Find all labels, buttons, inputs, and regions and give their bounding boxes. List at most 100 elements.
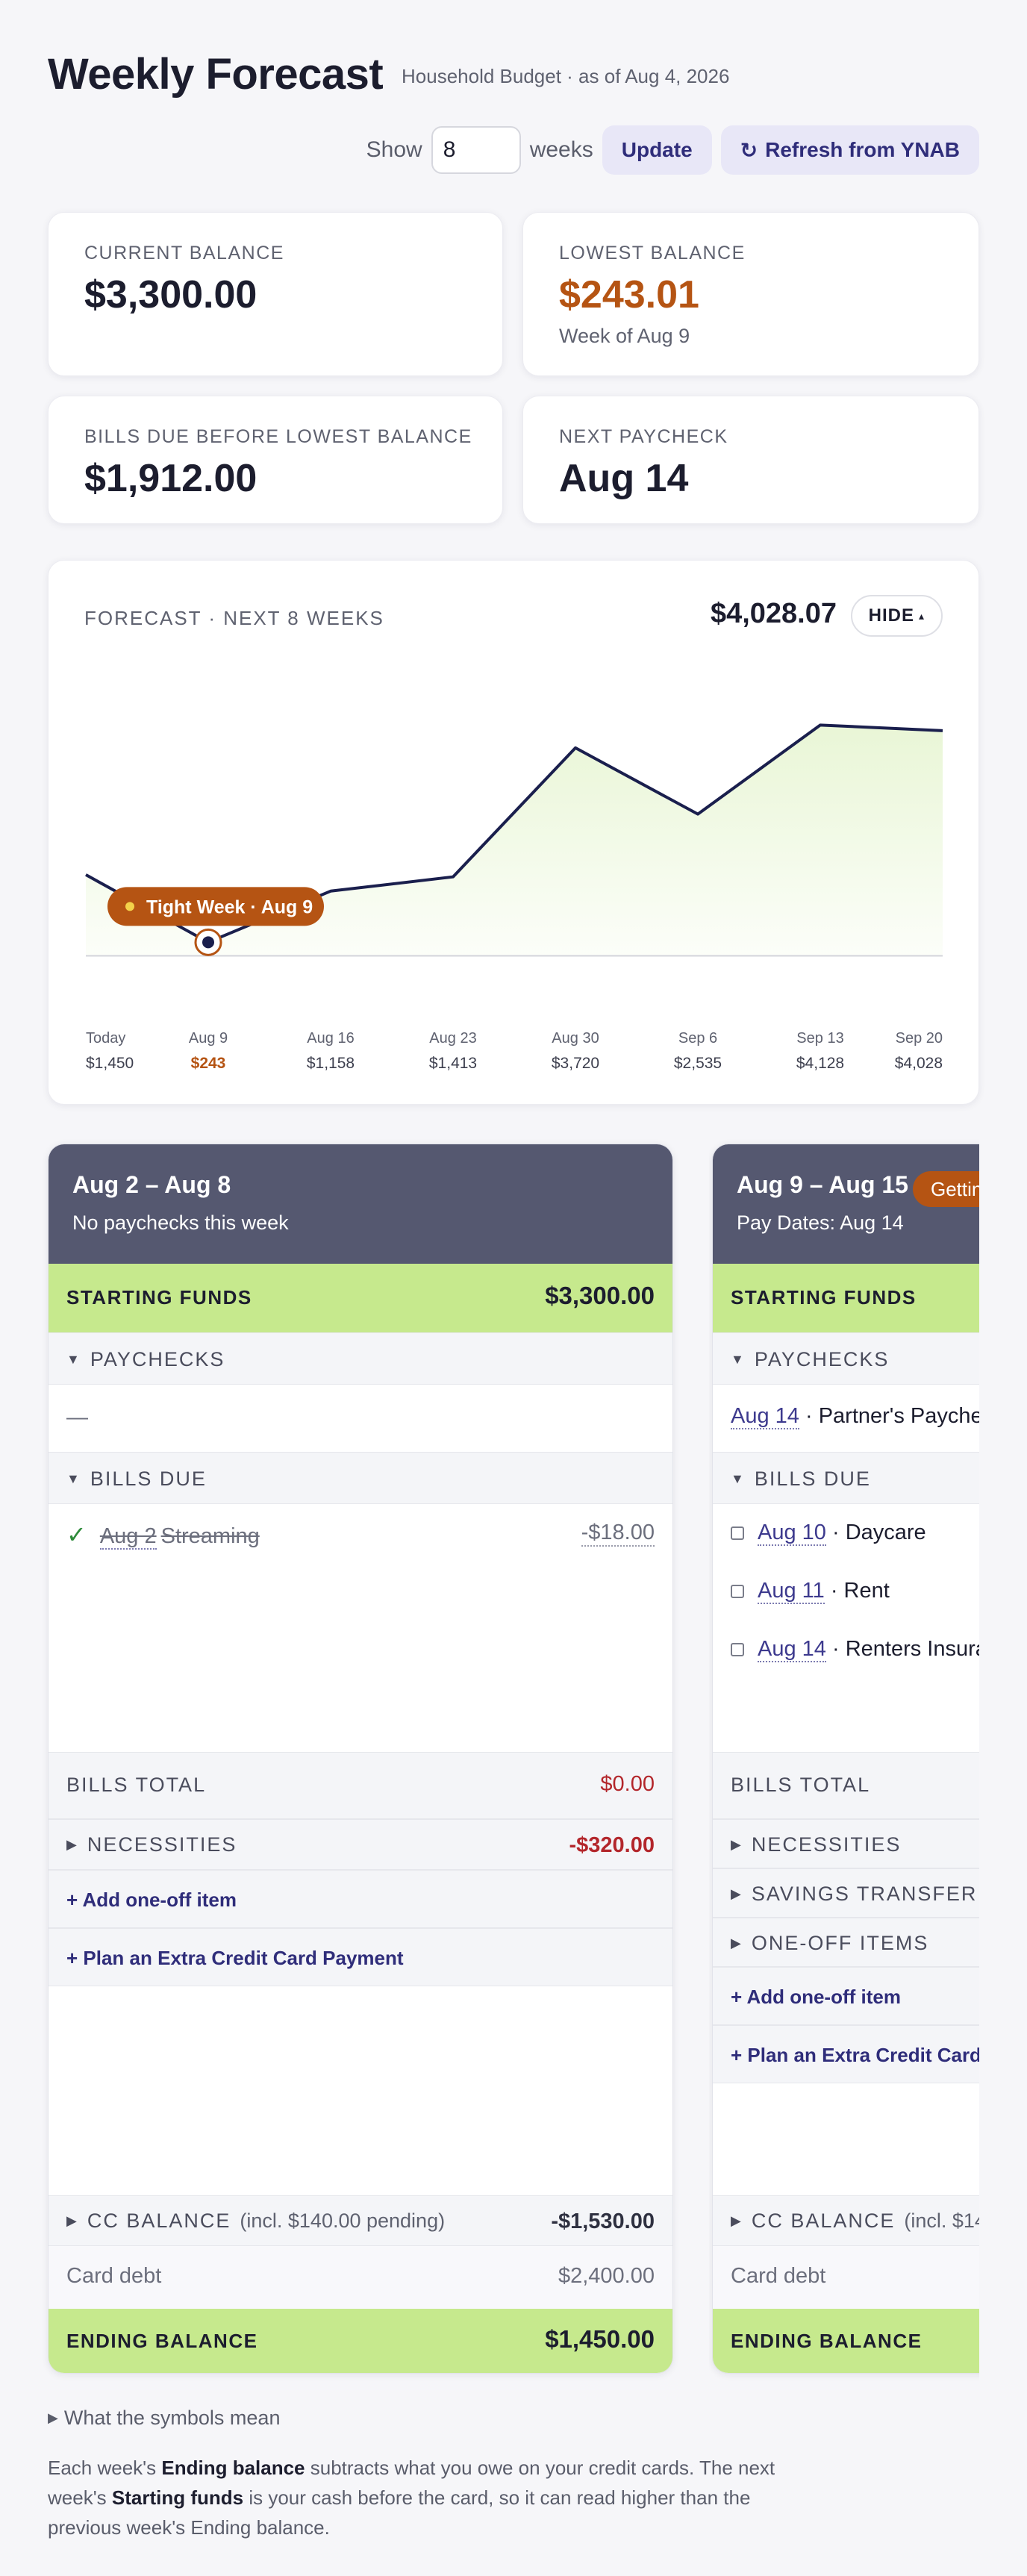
expanded-caret-icon: ▼ <box>66 1471 81 1486</box>
value-tick-label: $1,450 <box>86 1055 134 1072</box>
necessities-toggle[interactable]: ▶ NECESSITIES <box>713 1819 979 1868</box>
bills-total-row: BILLS TOTAL <box>713 1752 979 1819</box>
tight-week-label: Tight Week · Aug 9 <box>146 896 313 917</box>
value-tick-label: $1,413 <box>429 1055 477 1072</box>
necessities-value: -$320.00 <box>569 1833 655 1857</box>
footnote-text: is your cash before the card, so it can … <box>48 2486 751 2539</box>
plan-extra-payment-link[interactable]: + Plan an Extra Credit Card Payment <box>66 1947 404 1969</box>
footnote-text: Each week's <box>48 2457 162 2479</box>
card-debt-row: Card debt $2,400.00 <box>49 2246 672 2309</box>
ending-balance-label: ENDING BALANCE <box>66 2330 258 2352</box>
bill-item[interactable]: ✓ Aug 2 Streaming -$18.00 <box>49 1504 672 1564</box>
bills-total-row: BILLS TOTAL $0.00 <box>49 1752 672 1819</box>
week-header: Aug 2 – Aug 8 No paychecks this week <box>49 1144 672 1264</box>
bills-due-label: BILLS DUE <box>90 1468 207 1490</box>
cc-balance-value: -$1,530.00 <box>551 2209 655 2233</box>
bills-total-value: $0.00 <box>600 1772 655 1796</box>
collapsed-caret-icon: ▶ <box>731 1886 743 1901</box>
necessities-toggle[interactable]: ▶ NECESSITIES -$320.00 <box>49 1819 672 1870</box>
week-column-1: Aug 2 – Aug 8 No paychecks this week STA… <box>48 1144 673 2374</box>
bills-section-toggle[interactable]: ▼ BILLS DUE <box>713 1452 979 1504</box>
paychecks-section-toggle[interactable]: ▼ PAYCHECKS <box>713 1332 979 1385</box>
necessities-label: NECESSITIES <box>751 1833 902 1856</box>
refresh-button[interactable]: ↻ Refresh from YNAB <box>720 125 979 175</box>
show-label: Show <box>366 137 422 162</box>
x-tick-label: Aug 23 <box>429 1030 476 1047</box>
hide-chart-button[interactable]: HIDE ▴ <box>850 595 943 637</box>
starting-funds-label: STARTING FUNDS <box>731 1286 917 1309</box>
bill-date[interactable]: Aug 10 <box>758 1521 826 1546</box>
add-one-off-link[interactable]: + Add one-off item <box>731 1986 901 2008</box>
lowest-balance-label: LOWEST BALANCE <box>559 243 746 263</box>
bill-item[interactable]: Aug 14 · Renters Insurance <box>713 1621 979 1679</box>
lowest-balance-value: $243.01 <box>559 273 699 316</box>
x-tick-label: Aug 30 <box>552 1030 599 1047</box>
savings-transfer-toggle[interactable]: ▶ SAVINGS TRANSFER <box>713 1868 979 1918</box>
update-button[interactable]: Update <box>602 125 712 175</box>
bill-item[interactable]: Aug 10 · Daycare <box>713 1504 979 1562</box>
week-header: Aug 9 – Aug 15 Getting tight Pay Dates: … <box>713 1144 979 1264</box>
forecast-card: FORECAST · NEXT 8 WEEKS $4,028.07 HIDE ▴… <box>48 560 979 1105</box>
bills-total-label: BILLS TOTAL <box>66 1774 207 1796</box>
add-one-off-row[interactable]: + Add one-off item <box>49 1870 672 1928</box>
bill-date[interactable]: Aug 2 <box>99 1524 157 1550</box>
paychecks-empty: — <box>66 1406 88 1429</box>
paycheck-name: · Partner's Paycheck <box>805 1404 979 1428</box>
card-debt-value: $2,400.00 <box>558 2264 655 2288</box>
paycheck-item[interactable]: Aug 14 · Partner's Paycheck <box>713 1385 979 1452</box>
plan-extra-row[interactable]: + Plan an Extra Credit Card Payment <box>713 2025 979 2083</box>
bills-section-toggle[interactable]: ▼ BILLS DUE <box>49 1452 672 1504</box>
bill-checkbox[interactable] <box>731 1643 744 1657</box>
bill-name: Streaming <box>160 1524 260 1548</box>
bill-checkbox[interactable] <box>731 1585 744 1599</box>
cc-balance-label: CC BALANCE <box>87 2209 231 2232</box>
page-title: Weekly Forecast <box>48 50 384 99</box>
value-tick-label: $1,158 <box>307 1055 355 1072</box>
cc-balance-toggle[interactable]: ▶ CC BALANCE (incl. $140.00 pending) -$1,5… <box>49 2195 672 2246</box>
plan-extra-row[interactable]: + Plan an Extra Credit Card Payment <box>49 1928 672 1986</box>
tight-week-marker <box>202 936 214 949</box>
value-tick-label: $2,535 <box>674 1055 722 1072</box>
bill-amount[interactable]: -$18.00 <box>581 1521 655 1547</box>
next-paycheck-value: Aug 14 <box>559 457 689 500</box>
add-one-off-link[interactable]: + Add one-off item <box>66 1889 237 1911</box>
footnote-bold: Starting funds <box>111 2486 244 2509</box>
forecast-title: FORECAST · NEXT 8 WEEKS <box>84 607 384 629</box>
bill-date[interactable]: Aug 11 <box>758 1579 825 1604</box>
current-balance-card: CURRENT BALANCE $3,300.00 <box>48 212 503 376</box>
collapsed-caret-icon: ▶ <box>731 2213 743 2228</box>
value-tick-label: $243 <box>191 1055 226 1072</box>
paychecks-section-toggle[interactable]: ▼ PAYCHECKS <box>49 1332 672 1385</box>
week-range: Aug 9 – Aug 15 <box>737 1171 908 1198</box>
bill-date[interactable]: Aug 14 <box>758 1637 826 1662</box>
bill-checkbox[interactable] <box>731 1526 744 1541</box>
add-one-off-row[interactable]: + Add one-off item <box>713 1967 979 2025</box>
value-tick-label: $4,128 <box>796 1055 844 1072</box>
week-paydates: No paychecks this week <box>72 1211 289 1234</box>
card-debt-label: Card debt <box>66 2264 162 2288</box>
week-scroll-viewport[interactable]: Aug 9 – Aug 15 Getting tight Pay Dates: … <box>709 1135 979 2389</box>
page-header: Weekly Forecast Household Budget · as of… <box>48 48 979 107</box>
value-tick-label: $4,028 <box>895 1055 943 1072</box>
bill-item[interactable]: Aug 11 · Rent <box>713 1562 979 1621</box>
plan-extra-payment-link[interactable]: + Plan an Extra Credit Card Payment <box>731 2044 979 2066</box>
starting-funds-row: STARTING FUNDS <box>713 1264 979 1332</box>
weeks-input[interactable]: 8 <box>431 126 521 174</box>
forecast-chart[interactable]: Tight Week · Aug 9 Today $1,450 Aug 9 $243 Au… <box>49 561 980 1105</box>
card-debt-row: Card debt <box>713 2246 979 2309</box>
x-tick-label: Sep 13 <box>796 1030 843 1047</box>
week-range: Aug 2 – Aug 8 <box>72 1171 231 1198</box>
x-tick-label: Today <box>86 1030 125 1047</box>
one-off-items-toggle[interactable]: ▶ ONE-OFF ITEMS <box>713 1918 979 1967</box>
lowest-balance-note: Week of Aug 9 <box>559 325 690 347</box>
paycheck-date[interactable]: Aug 14 <box>731 1404 799 1429</box>
bills-due-value: $1,912.00 <box>84 457 257 500</box>
next-paycheck-label: NEXT PAYCHECK <box>559 426 728 447</box>
cc-balance-note: (incl. $140.00 pending) <box>904 2209 979 2232</box>
expanded-caret-icon: ▼ <box>66 1352 81 1367</box>
cc-balance-toggle[interactable]: ▶ CC BALANCE (incl. $140.00 pending) <box>713 2195 979 2246</box>
symbols-legend-toggle[interactable]: ▶ What the symbols mean <box>48 2407 280 2430</box>
caret-up-icon: ▴ <box>918 609 925 622</box>
bill-name: · Rent <box>824 1579 890 1603</box>
page-subtitle: Household Budget · as of Aug 4, 2026 <box>402 65 730 87</box>
